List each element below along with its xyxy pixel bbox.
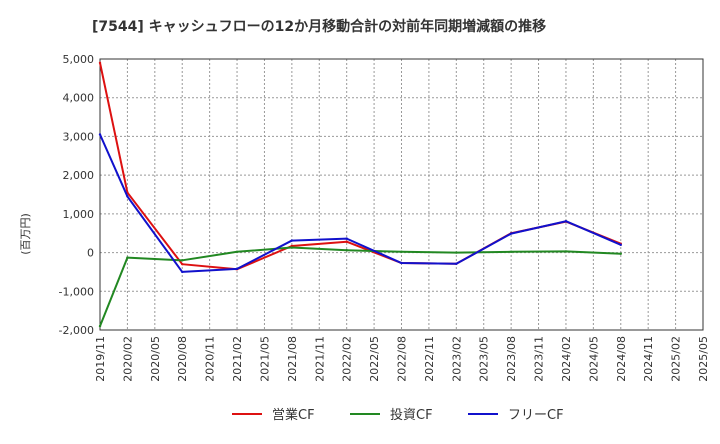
data-point <box>400 250 403 253</box>
x-tick-label: 2023/05 <box>478 336 491 382</box>
x-tick-label: 2024/02 <box>560 336 573 382</box>
legend-label: フリーCF <box>508 408 564 423</box>
data-point <box>345 237 348 240</box>
data-point <box>235 267 239 271</box>
data-point <box>181 259 184 262</box>
y-tick-label: 1,000 <box>63 208 95 221</box>
chart-title: [7544] キャッシュフローの12か月移動合計の対前年同期増減額の推移 <box>92 19 547 35</box>
data-point <box>509 232 513 235</box>
x-tick-label: 2022/08 <box>396 336 409 382</box>
y-tick-label: 2,000 <box>63 169 95 182</box>
data-point <box>290 239 294 242</box>
x-tick-label: 2021/02 <box>231 336 244 382</box>
x-tick-label: 2024/05 <box>587 336 600 382</box>
x-tick-label: 2023/02 <box>450 336 463 382</box>
x-tick-label: 2021/08 <box>286 336 299 382</box>
data-point <box>181 270 184 274</box>
data-point <box>345 249 348 252</box>
y-tick-label: -1,000 <box>59 285 94 298</box>
y-tick-label: -2,000 <box>59 324 94 337</box>
plot-frame <box>99 58 704 331</box>
x-tick-label: 2024/08 <box>615 336 628 382</box>
x-tick-label: 2022/05 <box>368 336 381 382</box>
data-point <box>619 252 622 255</box>
data-point <box>98 324 102 328</box>
data-point <box>290 246 294 249</box>
data-point <box>345 240 348 243</box>
x-tick-label: 2021/05 <box>258 336 271 382</box>
data-point <box>564 250 568 253</box>
x-tick-label: 2020/11 <box>204 336 217 382</box>
y-tick-label: 5,000 <box>63 53 95 66</box>
legend-label: 営業CF <box>272 407 315 423</box>
data-point <box>400 261 403 265</box>
data-point <box>564 220 568 223</box>
y-tick-label: 3,000 <box>63 130 95 143</box>
x-tick-label: 2022/02 <box>341 336 354 382</box>
data-point <box>98 61 102 65</box>
x-tick-label: 2024/11 <box>642 336 655 382</box>
data-point <box>619 243 622 247</box>
data-point <box>509 250 513 253</box>
y-axis-label: (百万円) <box>18 213 32 255</box>
x-tick-label: 2020/05 <box>149 336 162 382</box>
x-tick-label: 2025/02 <box>670 336 683 382</box>
x-tick-label: 2019/11 <box>94 336 107 382</box>
x-tick-label: 2025/05 <box>697 336 710 382</box>
data-point <box>181 262 184 266</box>
data-point <box>235 250 239 253</box>
y-tick-label: 0 <box>87 247 94 260</box>
x-tick-label: 2022/11 <box>423 336 436 382</box>
data-point <box>126 256 129 259</box>
data-point <box>455 262 458 265</box>
data-point <box>98 133 102 136</box>
data-point <box>455 251 458 254</box>
x-tick-label: 2020/08 <box>176 336 189 382</box>
x-tick-label: 2021/11 <box>313 336 326 382</box>
y-tick-label: 4,000 <box>63 92 95 105</box>
data-point <box>126 195 129 198</box>
x-tick-label: 2020/02 <box>121 336 134 382</box>
legend-label: 投資CF <box>390 407 433 423</box>
x-tick-label: 2023/08 <box>505 336 518 382</box>
x-tick-label: 2023/11 <box>533 336 546 382</box>
